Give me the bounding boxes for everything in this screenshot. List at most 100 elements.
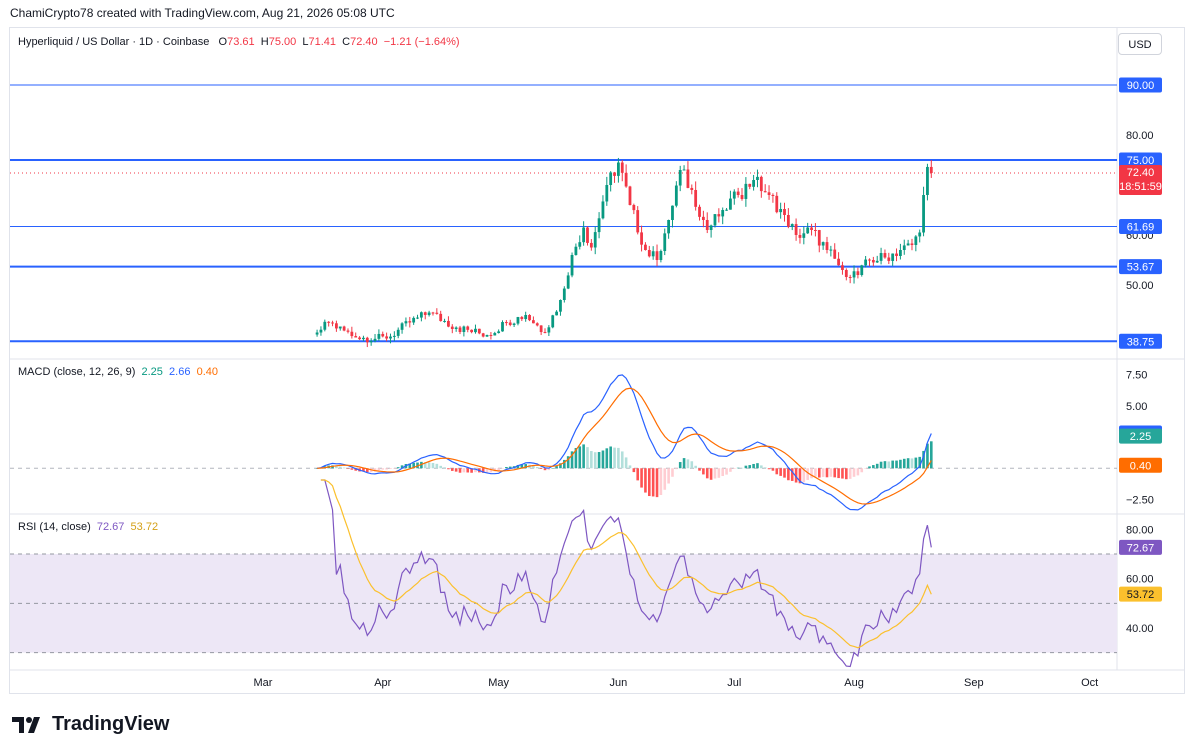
candle-body — [713, 214, 717, 226]
macd-histogram-bar — [605, 448, 609, 469]
candle-body — [767, 192, 771, 195]
macd-histogram-bar — [910, 458, 914, 469]
macd-histogram-bar — [767, 468, 771, 470]
macd-histogram-bar — [439, 465, 442, 469]
level-label-bg — [1119, 259, 1162, 275]
candle-body — [319, 329, 323, 333]
candle-body — [481, 333, 485, 337]
candle-body — [443, 320, 446, 322]
candle-body — [698, 206, 701, 217]
macd-histogram-bar — [833, 468, 837, 478]
macd-histogram-bar — [875, 463, 879, 469]
macd-legend: MACD (close, 12, 26, 9) 2.25 2.66 0.40 — [18, 366, 218, 378]
macd-histogram-bar — [385, 468, 388, 470]
macd-hist-value-label: 2.25 — [1130, 431, 1151, 443]
macd-histogram-bar — [682, 458, 686, 469]
candle-body — [562, 288, 566, 300]
rsi-ma-value-label-bg — [1119, 586, 1162, 602]
candle-body — [856, 271, 860, 275]
candle-body — [655, 251, 659, 260]
rsi-tick-label: 40.00 — [1126, 623, 1154, 635]
candle-body — [667, 220, 671, 234]
macd-histogram-bar — [763, 467, 767, 469]
macd-histogram-bar — [802, 468, 806, 483]
macd-histogram-bar — [497, 468, 500, 471]
close-value: 72.40 — [350, 36, 378, 48]
candle-body — [532, 320, 535, 324]
macd-histogram-bar — [435, 463, 439, 469]
candle-body — [790, 224, 794, 227]
macd-histogram-bar — [427, 462, 431, 469]
candle-body — [833, 249, 837, 259]
candle-body — [837, 258, 840, 266]
candle-body — [744, 183, 748, 199]
macd-histogram-bar — [817, 468, 821, 478]
macd-histogram-bar — [725, 468, 728, 475]
candle-body — [392, 335, 396, 337]
macd-histogram-bar — [810, 468, 813, 479]
macd-histogram-bar — [570, 451, 574, 469]
candle-body — [574, 246, 578, 255]
macd-histogram-bar — [373, 468, 377, 472]
macd-histogram-bar — [914, 457, 918, 469]
macd-histogram-bar — [346, 468, 350, 469]
candle-body — [891, 253, 895, 261]
candle-body — [690, 187, 694, 190]
macd-histogram-bar — [895, 460, 898, 469]
header-caption: ChamiCrypto78 created with TradingView.c… — [10, 6, 395, 20]
candle-body — [354, 336, 358, 338]
macd-histogram-bar — [450, 468, 454, 471]
macd-histogram-bar — [555, 466, 558, 469]
macd-signal-value-label-bg — [1119, 457, 1162, 473]
macd-histogram-bar — [617, 447, 620, 469]
candle-body — [613, 172, 616, 176]
macd-histogram-bar — [501, 468, 504, 469]
macd-histogram-bar — [381, 468, 385, 470]
candle-body — [883, 253, 887, 258]
candle-body — [771, 195, 775, 196]
rsi-ma-line — [320, 479, 932, 649]
rsi-value-label: 72.67 — [1127, 542, 1155, 554]
candle-body — [578, 242, 582, 247]
candle-body — [516, 317, 520, 324]
macd-histogram-bar — [423, 462, 427, 469]
candle-body — [906, 243, 910, 246]
macd-histogram-bar — [798, 468, 802, 484]
candle-body — [860, 265, 864, 275]
rsi-tick-label: 60.00 — [1126, 574, 1154, 586]
candle-body — [841, 265, 844, 270]
candle-body — [512, 323, 516, 325]
candle-body — [620, 162, 624, 173]
candle-body — [732, 191, 736, 199]
currency-button[interactable]: USD — [1118, 33, 1162, 55]
candle-body — [470, 329, 474, 333]
candle-body — [721, 210, 725, 217]
candle-body — [400, 323, 404, 330]
candle-body — [794, 224, 798, 235]
macd-histogram-bar — [760, 465, 763, 469]
macd-histogram-bar — [775, 468, 779, 475]
macd-histogram-bar — [640, 468, 643, 488]
macd-histogram-bar — [787, 468, 790, 481]
macd-histogram-bar — [443, 467, 446, 469]
candle-body — [686, 169, 690, 188]
macd-histogram-bar — [655, 468, 659, 498]
x-tick-label: Apr — [374, 677, 391, 689]
candle-body — [798, 235, 802, 238]
candle-body — [458, 327, 462, 333]
x-tick-label: Sep — [964, 677, 984, 689]
macd-histogram-bar — [814, 468, 817, 477]
macd-histogram-bar — [474, 468, 477, 473]
chart-frame — [9, 27, 1185, 694]
macd-histogram-bar — [899, 459, 902, 469]
macd-histogram-bar — [821, 468, 825, 477]
macd-histogram-bar — [879, 461, 883, 469]
macd-histogram-bar — [632, 468, 636, 473]
macd-histogram-bar — [686, 459, 690, 469]
macd-histogram-bar — [524, 464, 527, 469]
symbol-label: Hyperliquid / US Dollar · 1D · Coinbase — [18, 36, 210, 48]
candle-body — [844, 270, 848, 277]
macd-histogram-bar — [852, 468, 856, 477]
macd-histogram-bar — [694, 465, 697, 469]
